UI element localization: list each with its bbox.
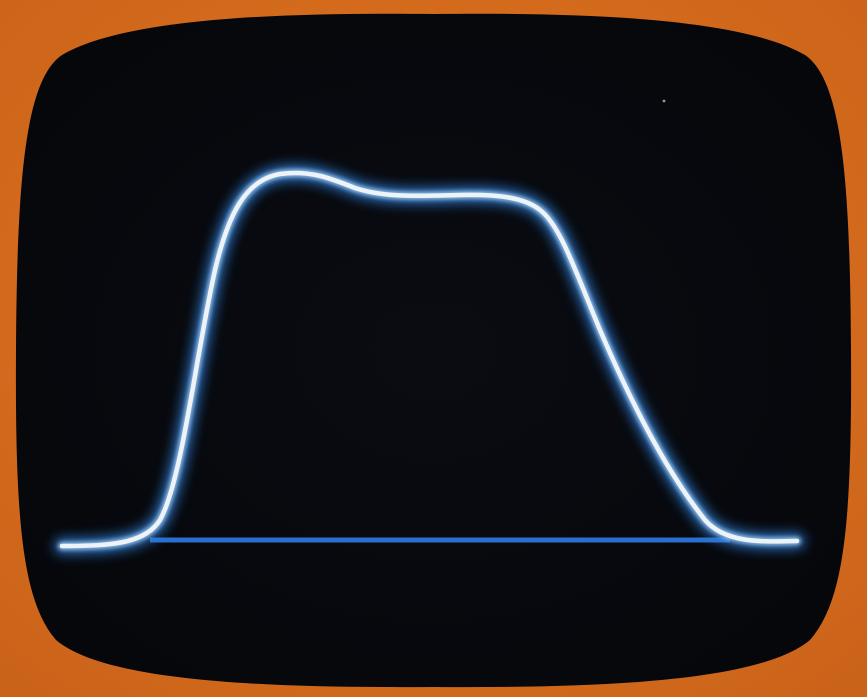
pulse-waveform-trace <box>54 165 805 554</box>
crt-screen <box>15 13 852 688</box>
phosphor-speck <box>662 99 666 103</box>
